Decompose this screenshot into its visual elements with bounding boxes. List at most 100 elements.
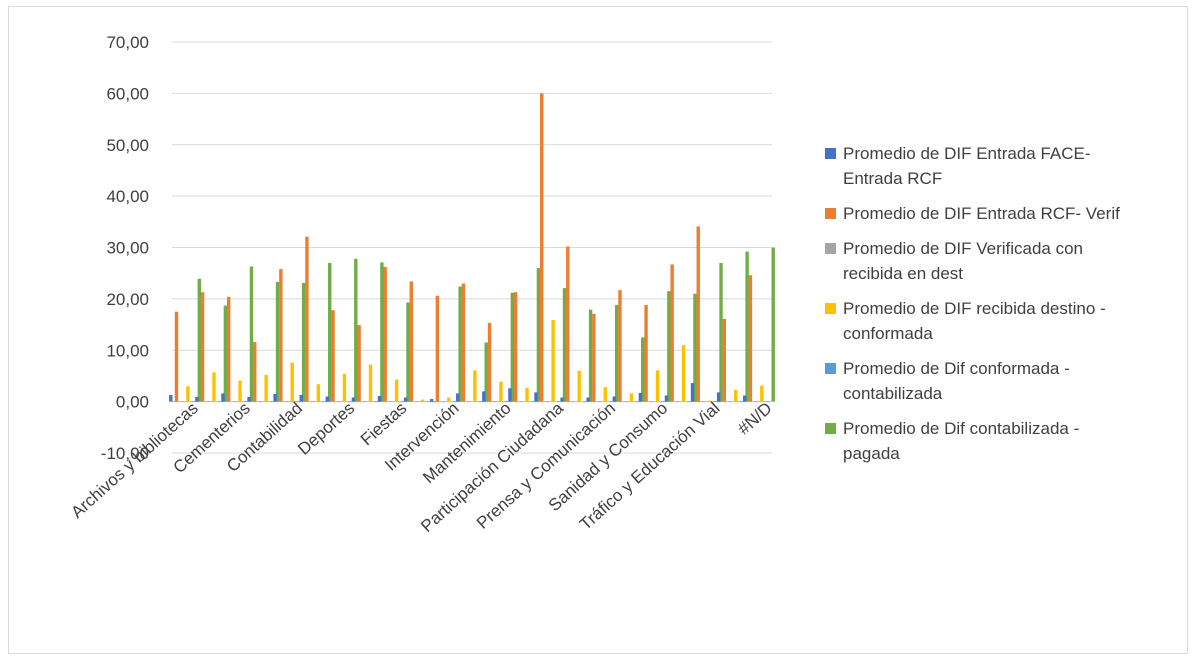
bar bbox=[493, 401, 497, 402]
bar bbox=[560, 397, 564, 402]
bar bbox=[197, 278, 201, 402]
bar bbox=[273, 393, 277, 402]
bar bbox=[374, 401, 378, 402]
bar bbox=[270, 401, 274, 402]
bar bbox=[461, 283, 466, 402]
bar bbox=[609, 401, 613, 402]
bar bbox=[447, 397, 451, 402]
bar bbox=[513, 292, 518, 402]
bar bbox=[478, 401, 483, 402]
bar bbox=[217, 401, 222, 402]
bar bbox=[687, 401, 691, 402]
legend-label: Promedio de DIF Entrada RCF- Verif bbox=[843, 204, 1120, 223]
bar bbox=[363, 401, 367, 402]
bar bbox=[383, 267, 387, 402]
bar bbox=[748, 275, 753, 402]
y-tick-label: 50,00 bbox=[106, 136, 149, 155]
legend-label: pagada bbox=[843, 444, 900, 463]
bar bbox=[771, 247, 775, 402]
legend-item: Promedio de DIF Entrada FACE- Entrada RCF bbox=[825, 141, 1185, 191]
bar bbox=[623, 401, 628, 402]
bar bbox=[484, 342, 488, 402]
bar bbox=[690, 383, 695, 402]
bar bbox=[562, 288, 567, 402]
bar bbox=[301, 282, 306, 402]
bar bbox=[380, 262, 384, 402]
bar bbox=[296, 401, 300, 402]
bar bbox=[719, 262, 723, 402]
bar bbox=[458, 286, 462, 402]
bar bbox=[577, 370, 581, 402]
bar bbox=[482, 391, 486, 402]
bar bbox=[588, 309, 593, 402]
bar bbox=[456, 393, 460, 402]
bar bbox=[667, 291, 671, 402]
bar bbox=[510, 292, 515, 402]
bar bbox=[426, 401, 431, 402]
bar bbox=[571, 401, 576, 402]
legend-swatch bbox=[825, 148, 836, 159]
bar bbox=[487, 323, 492, 402]
bar bbox=[583, 401, 587, 402]
bar bbox=[322, 401, 326, 402]
legend-label: Entrada RCF bbox=[843, 169, 943, 188]
bar bbox=[707, 400, 712, 402]
y-tick-label: 0,00 bbox=[116, 393, 149, 412]
legend-label: conformada bbox=[843, 324, 933, 343]
bar bbox=[664, 395, 669, 402]
legend-item: Promedio de DIF recibida destino - confor… bbox=[825, 296, 1185, 346]
bar bbox=[557, 401, 561, 402]
bar bbox=[702, 401, 706, 402]
bar bbox=[264, 374, 268, 402]
legend-item: Promedio de Dif conformada - contabilizad… bbox=[825, 356, 1185, 406]
bar bbox=[519, 401, 524, 402]
bar bbox=[473, 370, 477, 402]
y-tick-label: 30,00 bbox=[106, 239, 149, 258]
x-tick-label: Deportes bbox=[294, 398, 358, 458]
legend-item: Promedio de Dif contabilizada - pagada bbox=[825, 416, 1185, 466]
y-tick-label: 20,00 bbox=[106, 290, 149, 309]
bar bbox=[467, 401, 471, 402]
y-tick-label: 70,00 bbox=[106, 33, 149, 52]
chart-frame: 70,00 60,00 50,00 40,00 30,00 20,00 10,00 0,00 -… bbox=[8, 6, 1188, 654]
bar bbox=[212, 372, 216, 402]
legend-label: Promedio de DIF Entrada FACE- bbox=[843, 144, 1091, 163]
legend-label: Promedio de DIF recibida destino - bbox=[843, 299, 1106, 318]
bar bbox=[716, 392, 721, 402]
y-tick-label: -10,00 bbox=[101, 444, 149, 463]
bar bbox=[357, 325, 361, 402]
bar bbox=[734, 389, 738, 402]
bar bbox=[186, 386, 190, 402]
bar bbox=[644, 305, 648, 402]
bar bbox=[676, 401, 680, 402]
legend-item: Promedio de DIF Verificada con recibida e… bbox=[825, 236, 1185, 286]
x-tick-label: Mantenimiento bbox=[419, 398, 515, 487]
bar bbox=[169, 394, 173, 402]
bar bbox=[406, 302, 410, 402]
bar bbox=[279, 269, 283, 402]
bar bbox=[244, 401, 248, 402]
bar bbox=[540, 93, 544, 402]
bar bbox=[760, 385, 764, 402]
legend-label: Promedio de Dif contabilizada - bbox=[843, 419, 1080, 438]
bar bbox=[670, 264, 674, 402]
bar bbox=[597, 401, 602, 402]
bar bbox=[743, 395, 747, 402]
bar bbox=[299, 394, 303, 402]
bar bbox=[415, 401, 419, 402]
bar bbox=[661, 401, 665, 402]
bar bbox=[258, 401, 263, 402]
bar bbox=[394, 379, 399, 402]
legend-swatch bbox=[825, 303, 836, 314]
x-tick-label: #N/D bbox=[734, 398, 775, 438]
bar bbox=[191, 401, 196, 402]
bar bbox=[638, 392, 643, 402]
bar bbox=[618, 290, 622, 402]
bar bbox=[435, 295, 440, 402]
bar bbox=[765, 401, 770, 402]
bar bbox=[206, 401, 210, 402]
bar bbox=[508, 388, 512, 402]
bar bbox=[238, 380, 242, 402]
bar bbox=[452, 401, 457, 402]
bar bbox=[253, 342, 257, 402]
